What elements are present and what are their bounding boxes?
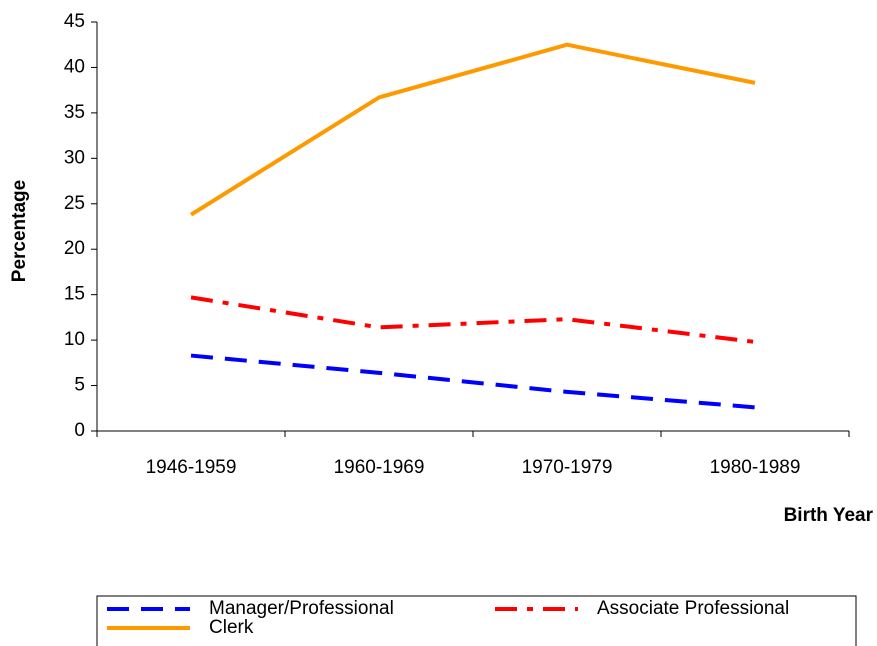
legend-label: Associate Professional — [597, 598, 789, 619]
y-tick-label: 25 — [64, 193, 85, 214]
series-line — [190, 353, 756, 410]
legend-box — [96, 595, 857, 646]
series-line — [189, 42, 756, 217]
y-tick-label: 20 — [64, 238, 85, 259]
x-axis-label: Birth Year — [784, 505, 874, 526]
y-axis-label: Percentage — [9, 180, 30, 282]
x-tick-label: 1980-1989 — [710, 457, 801, 478]
y-tick-label: 0 — [74, 420, 85, 441]
y-tick-label: 35 — [64, 102, 85, 123]
legend-label: Clerk — [209, 617, 254, 638]
y-tick-label: 40 — [64, 56, 85, 77]
x-tick-label: 1960-1969 — [334, 457, 425, 478]
y-tick-label: 5 — [74, 375, 85, 396]
y-tick-label: 30 — [64, 147, 85, 168]
x-tick-label: 1970-1979 — [522, 457, 613, 478]
y-tick-label: 15 — [64, 284, 85, 305]
y-tick-label: 45 — [64, 11, 85, 32]
legend-label: Manager/Professional — [209, 598, 394, 619]
y-tick-label: 10 — [64, 329, 85, 350]
x-tick-label: 1946-1959 — [146, 457, 237, 478]
series-line — [190, 295, 756, 344]
